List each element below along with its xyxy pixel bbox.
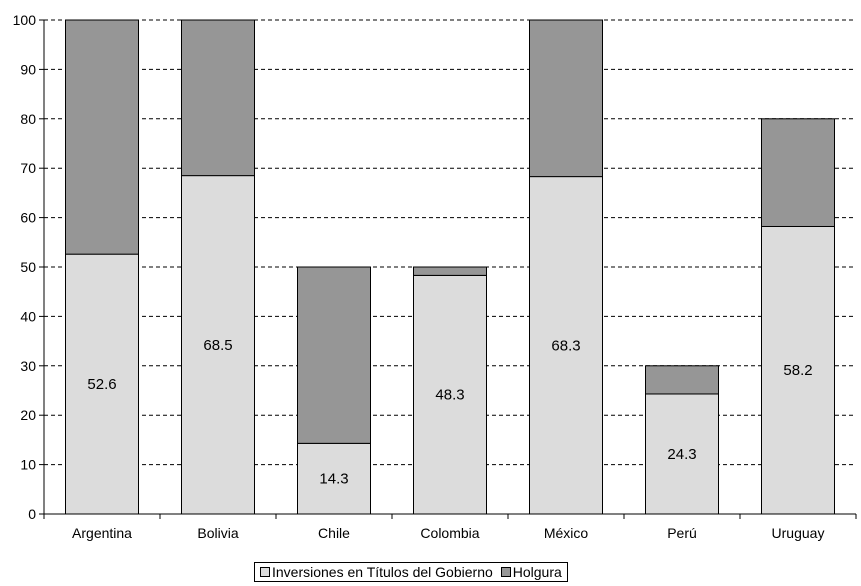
y-tick-label: 70 (20, 160, 36, 176)
x-tick-label: Argentina (72, 525, 132, 541)
x-tick-label: Bolivia (197, 525, 238, 541)
y-tick-label: 40 (20, 308, 36, 324)
y-tick-label: 20 (20, 407, 36, 423)
y-tick-label: 90 (20, 61, 36, 77)
x-tick-label: Uruguay (772, 525, 825, 541)
axes (39, 19, 857, 519)
bar-segment-holgura (645, 365, 719, 395)
bar-segment-holgura (761, 118, 835, 227)
bar-segment-inversiones (645, 393, 719, 515)
bar-segment-inversiones (181, 175, 255, 515)
y-tick-label: 80 (20, 111, 36, 127)
legend-label-inversiones: Inversiones en Títulos del Gobierno (272, 564, 493, 580)
legend-label-holgura: Holgura (512, 564, 562, 580)
data-label: 48.3 (435, 387, 464, 404)
y-tick-label: 30 (20, 358, 36, 374)
bars (65, 19, 835, 515)
bar-segment-inversiones (529, 176, 603, 515)
legend-swatch-holgura (500, 567, 511, 577)
x-tick-label: Colombia (420, 525, 479, 541)
labels: 0 10 20 30 40 50 60 70 80 90 100 52.6 Argentina 68.5 B… (13, 12, 825, 541)
y-tick-label: 50 (20, 259, 36, 275)
legend: Inversiones en Títulos del Gobierno Holg… (254, 562, 568, 582)
bar-segment-holgura (413, 266, 487, 276)
data-label: 68.5 (203, 337, 232, 354)
x-tick-label: México (544, 525, 589, 541)
data-label: 52.6 (87, 376, 116, 393)
legend-swatch-inversiones (260, 567, 270, 577)
legend-item-holgura: Holgura (500, 564, 562, 580)
bar-segment-inversiones (297, 442, 371, 515)
data-label: 68.3 (551, 337, 580, 354)
data-label: 24.3 (667, 446, 696, 463)
data-label: 58.2 (783, 362, 812, 379)
data-label: 14.3 (319, 471, 348, 488)
stacked-bar-chart: 0 10 20 30 40 50 60 70 80 90 100 52.6 Argentina 68.5 B… (13, 12, 857, 541)
legend-item-inversiones: Inversiones en Títulos del Gobierno (260, 564, 493, 580)
y-tick-label: 100 (13, 12, 37, 28)
bar-segment-inversiones (65, 253, 139, 515)
x-tick-label: Chile (318, 525, 350, 541)
y-tick-label: 60 (20, 210, 36, 226)
bar-segment-holgura (65, 19, 139, 255)
bar-segment-holgura (181, 19, 255, 177)
y-tick-label: 0 (28, 506, 36, 522)
bar-segment-holgura (529, 19, 603, 178)
y-tick-label: 10 (20, 457, 36, 473)
x-tick-label: Perú (667, 525, 697, 541)
bar-segment-holgura (297, 266, 371, 444)
